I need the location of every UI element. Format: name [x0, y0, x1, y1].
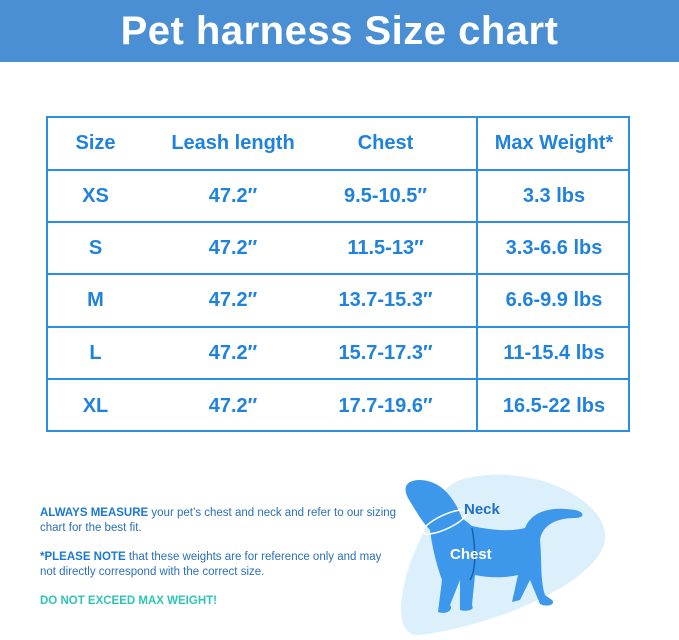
cell-max-weight: 3.3-6.6 lbs	[505, 236, 603, 259]
table-row: L 47.2″ 15.7-17.3″ 11-15.4 lbs	[48, 328, 628, 381]
table-row: S 47.2″ 11.5-13″ 3.3-6.6 lbs	[48, 223, 628, 276]
cell-size: XL	[82, 395, 109, 418]
cell-leash-length: 47.2″	[208, 236, 258, 259]
cell-max-weight: 3.3 lbs	[522, 184, 586, 207]
cell-chest: 11.5-13″	[347, 236, 424, 259]
header-leash-length: Leash length	[171, 132, 295, 154]
cell-chest: 13.7-15.3″	[338, 289, 433, 312]
cell-leash-length: 47.2″	[208, 341, 258, 364]
cell-max-weight: 6.6-9.9 lbs	[505, 289, 603, 312]
page-title: Pet harness Size chart	[0, 0, 679, 62]
note-bold: *PLEASE NOTE	[40, 551, 126, 563]
cell-max-weight: 16.5-22 lbs	[502, 395, 606, 418]
cell-chest: 9.5-10.5″	[344, 184, 427, 207]
size-table: Size Leash length Chest Max Weight* XS 47.2″ 9…	[46, 116, 630, 432]
table-row: XS 47.2″ 9.5-10.5″ 3.3 lbs	[48, 171, 628, 223]
weight-note: *PLEASE NOTE that these weights are for …	[40, 550, 400, 580]
table-row: M 47.2″ 13.7-15.3″ 6.6-9.9 lbs	[48, 276, 628, 328]
cell-max-weight: 11-15.4 lbs	[503, 341, 605, 364]
dog-measurement-diagram: Neck Chest	[401, 474, 606, 636]
warning-text: DO NOT EXCEED MAX WEIGHT!	[40, 595, 217, 607]
cell-chest: 17.7-19.6″	[338, 395, 433, 418]
chest-line	[469, 527, 476, 581]
notes: ALWAYS MEASURE your pet’s chest and neck…	[40, 506, 400, 623]
measure-text: your pet’s chest and neck and refer to o…	[40, 507, 397, 534]
cell-leash-length: 47.2″	[208, 289, 258, 312]
cell-leash-length: 47.2″	[208, 184, 258, 207]
cell-size: M	[87, 289, 104, 312]
cell-leash-length: 47.2″	[208, 395, 258, 418]
neck-ring	[422, 509, 468, 535]
cell-size: L	[89, 341, 102, 364]
measure-note: ALWAYS MEASURE your pet’s chest and neck…	[40, 506, 400, 536]
chest-label: Chest	[450, 546, 492, 563]
cell-size: XS	[82, 184, 109, 207]
cell-size: S	[88, 236, 103, 259]
measure-bold: ALWAYS MEASURE	[40, 507, 149, 519]
header-chest: Chest	[357, 132, 414, 154]
note-text: that these weights are for reference onl…	[40, 551, 382, 578]
table-row: XL 47.2″ 17.7-19.6″ 16.5-22 lbs	[48, 381, 628, 433]
header-row: Size Leash length Chest Max Weight*	[48, 118, 628, 171]
neck-label: Neck	[464, 501, 501, 518]
header-max-weight: Max Weight*	[494, 132, 614, 154]
header-size: Size	[75, 132, 116, 154]
cell-chest: 15.7-17.3″	[338, 341, 433, 364]
